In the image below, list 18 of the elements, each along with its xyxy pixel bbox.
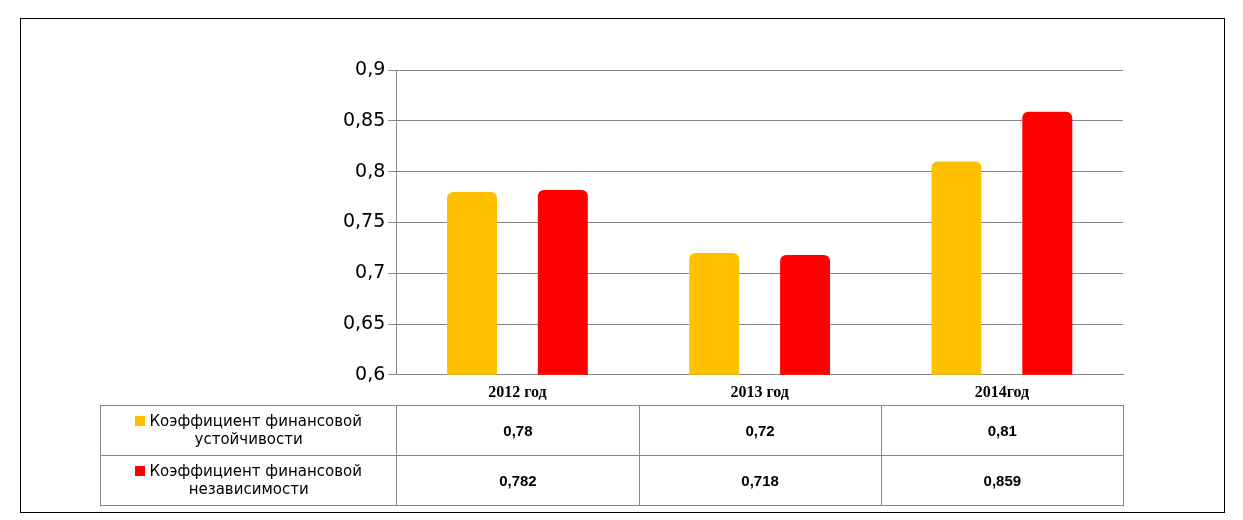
x-tick-label: 2012 год	[488, 382, 547, 400]
x-tick-label: 2014год	[974, 382, 1030, 400]
data-label: 0,782	[396, 455, 640, 506]
y-tick-label: 0,8	[355, 158, 386, 181]
legend-label: Коэффициент финансовой устойчивости	[100, 405, 397, 456]
data-label: 0,78	[396, 405, 640, 456]
y-tick-label: 0,9	[355, 56, 386, 79]
data-label: 0,718	[639, 455, 882, 506]
y-tick-label: 0,7	[355, 260, 386, 283]
legend-label: Коэффициент финансовой независимости	[100, 455, 397, 506]
x-tick-label: 2013 год	[730, 382, 789, 400]
y-tick-label: 0,6	[355, 361, 386, 384]
data-label: 0,859	[881, 455, 1124, 506]
y-tick-label: 0,65	[342, 310, 386, 333]
y-tick-label: 0,85	[342, 107, 386, 130]
data-label: 0,81	[881, 405, 1124, 456]
data-label: 0,72	[639, 405, 882, 456]
y-tick-label: 0,75	[342, 209, 386, 232]
